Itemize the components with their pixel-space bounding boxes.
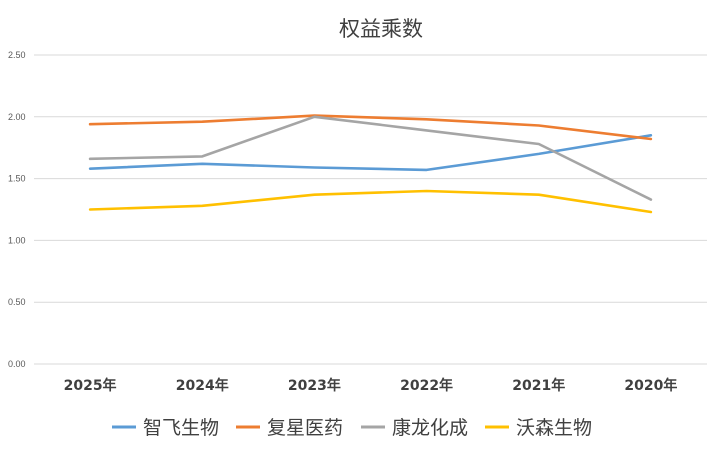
chart-title: 权益乘数 [339,17,423,41]
x-tick-label: 2020年 [624,377,677,394]
legend: 智飞生物 复星医药 康龙化成 沃森生物 [112,417,592,439]
x-tick-label: 2022年 [400,377,453,394]
series-line-1 [88,134,653,172]
y-axis-ticks: 0.00 0.50 1.00 1.50 2.00 2.50 [8,50,26,369]
y-tick-label: 0.00 [8,359,26,369]
y-tick-label: 2.00 [8,112,26,122]
series-lines [88,114,653,214]
gridlines [34,54,707,365]
x-tick-label: 2025年 [64,377,117,394]
y-tick-label: 1.00 [8,235,26,245]
x-tick-label: 2024年 [176,377,229,394]
x-tick-label: 2023年 [288,377,341,394]
x-tick-label: 2021年 [512,377,565,394]
legend-label: 复星医药 [267,417,343,439]
legend-label: 智飞生物 [143,417,219,439]
legend-label: 康龙化成 [392,417,468,439]
series-line-3 [88,115,653,201]
series-line-4 [88,189,653,214]
legend-label: 沃森生物 [516,417,592,439]
y-tick-label: 0.50 [8,297,26,307]
series-line-2 [88,114,653,141]
x-axis-ticks: 2025年 2024年 2023年 2022年 2021年 2020年 [64,377,678,394]
y-tick-label: 1.50 [8,174,26,184]
y-tick-label: 2.50 [8,50,26,60]
